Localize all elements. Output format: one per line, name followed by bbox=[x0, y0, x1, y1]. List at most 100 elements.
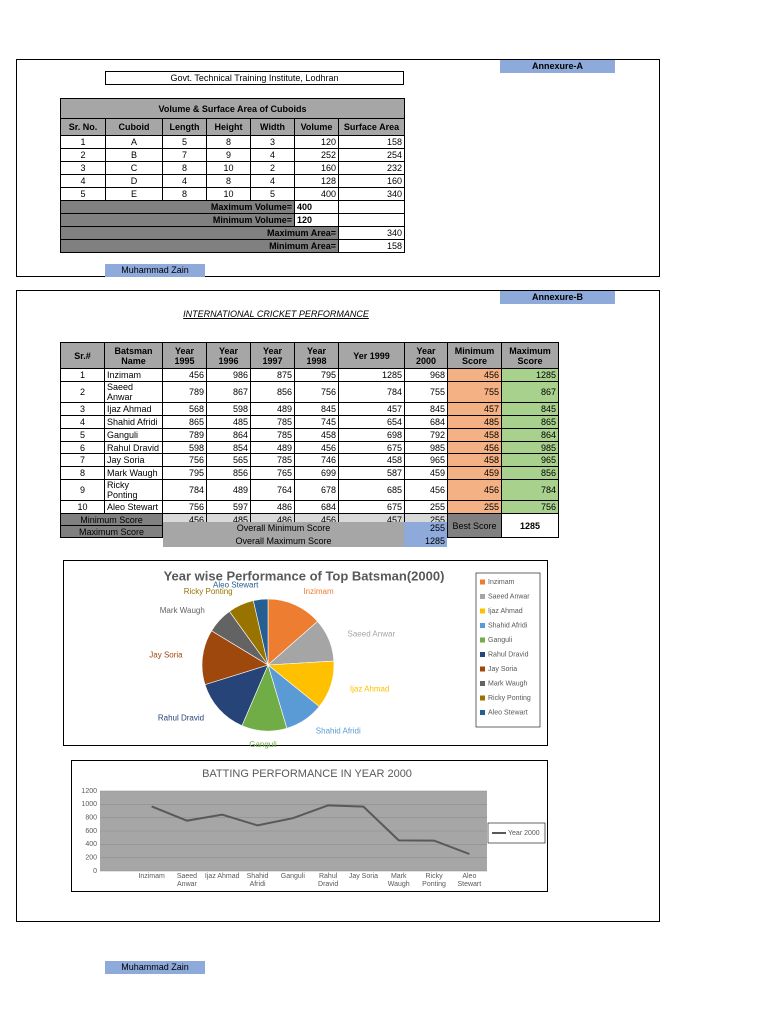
cell: 3 bbox=[60, 401, 105, 416]
section-title: INTERNATIONAL CRICKET PERFORMANCE bbox=[183, 309, 369, 319]
data-row: 5 E 8 10 5 400 340 bbox=[60, 187, 406, 201]
cell: 795 bbox=[162, 466, 207, 481]
legend-box bbox=[475, 572, 541, 728]
summary-row: Maximum Area= 340 bbox=[60, 226, 406, 240]
legend-swatch bbox=[480, 695, 485, 701]
legend-swatch bbox=[480, 594, 485, 599]
cell: 456 bbox=[404, 479, 448, 502]
slice-label: Aleo Stewart bbox=[213, 581, 259, 590]
slice-label: Rahul Dravid bbox=[158, 714, 204, 723]
cell: 120 bbox=[294, 135, 339, 149]
cell: 4 bbox=[60, 414, 105, 429]
x-tick-label: Ganguli bbox=[280, 873, 305, 880]
x-tick-label: Aleo Stewart bbox=[457, 873, 482, 888]
cell: Inzimam bbox=[104, 368, 163, 382]
summary-label: Maximum Area= bbox=[60, 226, 339, 240]
cell: 458 bbox=[338, 453, 405, 468]
cell: 845 bbox=[294, 401, 339, 416]
cell: 252 bbox=[294, 148, 339, 162]
data-row: 8 Mark Waugh 795 856 765 699 587 459 459 856 bbox=[60, 466, 559, 481]
header-cell: Minimum Score bbox=[447, 342, 502, 369]
cell: 965 bbox=[404, 453, 448, 468]
cell: 746 bbox=[294, 453, 339, 468]
cell: 785 bbox=[250, 427, 295, 442]
cell: 7 bbox=[60, 453, 105, 468]
cell: 459 bbox=[447, 466, 502, 481]
header-cell: Year 1996 bbox=[206, 342, 251, 369]
cell: 456 bbox=[162, 368, 207, 382]
cell: 568 bbox=[162, 401, 207, 416]
cell: 6 bbox=[60, 440, 105, 455]
y-tick-label: 800 bbox=[85, 815, 97, 822]
data-row: 2 B 7 9 4 252 254 bbox=[60, 148, 406, 162]
overall-label: Overall Minimum Score bbox=[163, 522, 404, 535]
slice-label: Ijaz Ahmad bbox=[350, 685, 390, 694]
cell: 400 bbox=[294, 187, 339, 201]
cell: 856 bbox=[206, 466, 251, 481]
cell: B bbox=[105, 148, 163, 162]
cell: 598 bbox=[162, 440, 207, 455]
annexure-label: Annexure-A bbox=[500, 60, 615, 73]
summary-value: 120 bbox=[294, 213, 339, 227]
blank-cell bbox=[337, 200, 406, 214]
x-tick-label: Ricky Ponting bbox=[422, 873, 446, 888]
y-tick-label: 1200 bbox=[81, 788, 97, 795]
header-cell: Length bbox=[162, 118, 207, 136]
legend-label: Rahul Dravid bbox=[488, 651, 529, 658]
cell: 4 bbox=[250, 148, 295, 162]
summary-value: 158 bbox=[337, 239, 406, 253]
slice-label: Jay Soria bbox=[149, 650, 183, 659]
summary-label: Minimum Area= bbox=[60, 239, 339, 253]
x-tick-label: Shahid Afridi bbox=[246, 873, 269, 888]
best-score-label: Best Score bbox=[447, 513, 502, 539]
cell: 8 bbox=[162, 161, 207, 175]
cell: 457 bbox=[447, 401, 502, 416]
slice-label: Ricky Ponting bbox=[184, 587, 233, 596]
data-row: 7 Jay Soria 756 565 785 746 458 965 458 965 bbox=[60, 453, 559, 468]
cell: 7 bbox=[162, 148, 207, 162]
cell: 2 bbox=[60, 380, 105, 403]
cell: 856 bbox=[501, 466, 559, 481]
data-row: 9 Ricky Ponting 784 489 764 678 685 456 456 784 bbox=[60, 479, 559, 502]
cell: 255 bbox=[404, 500, 448, 515]
cell: 678 bbox=[294, 479, 339, 502]
cell: 456 bbox=[294, 440, 339, 455]
cuboid-table: Volume & Surface Area of Cuboids Sr. No. C… bbox=[59, 98, 406, 253]
cell: 756 bbox=[162, 500, 207, 515]
cell: 784 bbox=[162, 479, 207, 502]
cell: 865 bbox=[162, 414, 207, 429]
legend-label: Aleo Stewart bbox=[488, 709, 528, 716]
cell: 755 bbox=[447, 380, 502, 403]
cell: 10 bbox=[60, 500, 105, 515]
legend-label: Mark Waugh bbox=[488, 680, 528, 687]
header-cell: Sr. No. bbox=[60, 118, 106, 136]
cell: 8 bbox=[60, 466, 105, 481]
summary-row: Minimum Area= 158 bbox=[60, 239, 406, 253]
cell: 986 bbox=[206, 368, 251, 382]
legend-swatch bbox=[480, 652, 485, 657]
cell: 232 bbox=[337, 161, 406, 175]
score-label: Minimum Score bbox=[60, 513, 163, 527]
overall-label: Overall Maximum Score bbox=[163, 534, 404, 547]
cell: 654 bbox=[338, 414, 405, 429]
cell: 675 bbox=[338, 440, 405, 455]
cell: 875 bbox=[250, 368, 295, 382]
institute: Govt. Technical Training Institute, Lodh… bbox=[105, 71, 404, 85]
cell: 785 bbox=[250, 453, 295, 468]
score-label: Maximum Score bbox=[60, 525, 163, 539]
legend-label: Inzimam bbox=[488, 579, 515, 586]
legend-label: Year 2000 bbox=[508, 830, 540, 837]
cell: 756 bbox=[294, 380, 339, 403]
cell: 965 bbox=[501, 453, 559, 468]
header-cell: Yer 1999 bbox=[338, 342, 405, 369]
cell: 745 bbox=[294, 414, 339, 429]
cell: 486 bbox=[250, 500, 295, 515]
cell: 1285 bbox=[338, 368, 405, 382]
x-tick-label: Rahul Dravid bbox=[318, 873, 339, 888]
data-row: 3 C 8 10 2 160 232 bbox=[60, 161, 406, 175]
cell: 485 bbox=[447, 414, 502, 429]
cell: 856 bbox=[250, 380, 295, 403]
cell: 675 bbox=[338, 500, 405, 515]
cell: 5 bbox=[250, 187, 295, 201]
